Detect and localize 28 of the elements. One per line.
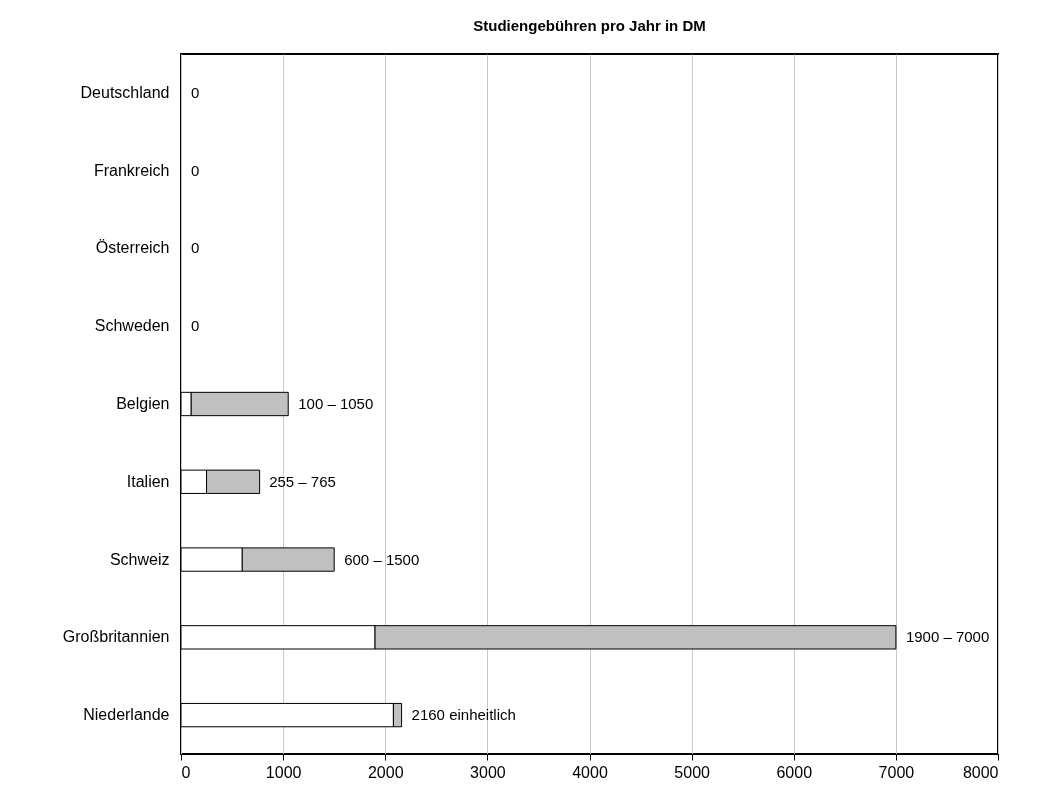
annotation: 255 – 765 <box>269 472 336 490</box>
x-tick-label: 7000 <box>878 763 915 781</box>
annotation: 100 – 1050 <box>298 395 374 412</box>
y-tick-label: Großbritannien <box>62 628 170 646</box>
x-tick-label: 1000 <box>265 763 302 781</box>
annotation: 0 <box>191 317 200 335</box>
x-tick-label: 2000 <box>367 763 404 781</box>
annotation: 600 – 1500 <box>344 550 420 568</box>
y-tick-label: Schweiz <box>109 550 170 568</box>
x-tick-label: 6000 <box>776 763 813 781</box>
y-tick-label: Schweden <box>94 317 170 335</box>
x-tick-label: 4000 <box>572 763 608 781</box>
y-tick-label: Frankreich <box>93 161 170 179</box>
annotation: 1900 – 7000 <box>905 628 990 646</box>
x-tick-label: 5000 <box>674 763 711 781</box>
x-tick-label: 0 <box>181 763 191 781</box>
annotation: 0 <box>191 161 200 179</box>
annotation: 0 <box>191 83 200 101</box>
x-tick-label: 3000 <box>470 763 506 781</box>
y-tick-label: Belgien <box>116 395 170 412</box>
y-tick-label: Österreich <box>95 239 170 257</box>
y-tick-label: Deutschland <box>80 83 170 101</box>
y-tick-label: Italien <box>126 472 170 490</box>
x-tick-label: 8000 <box>962 763 999 781</box>
chart-title: Studiengebühren pro Jahr in DM <box>473 17 706 34</box>
y-tick-label: Niederlande <box>83 706 170 724</box>
annotation: 0 <box>191 239 200 257</box>
annotation: 2160 einheitlich <box>411 706 516 724</box>
